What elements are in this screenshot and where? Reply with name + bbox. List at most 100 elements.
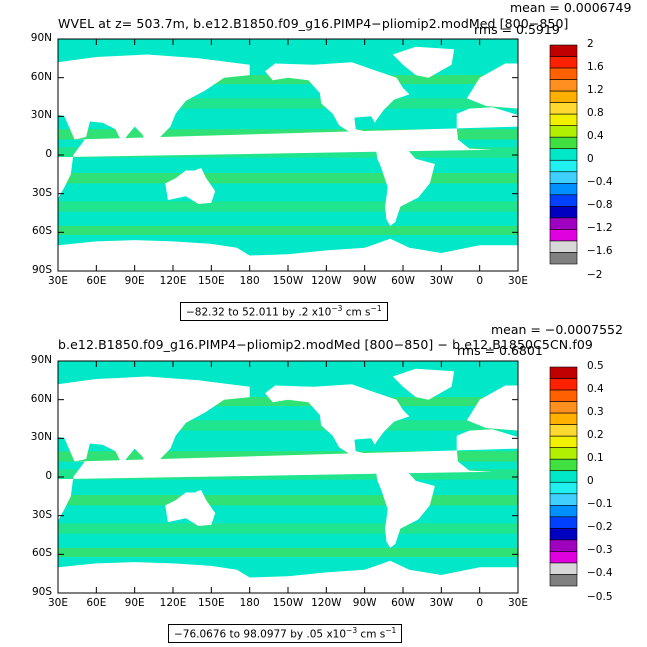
lon-label: 90E [124,275,145,287]
velocity-band [58,201,518,212]
colorbar-label: −0.4 [587,176,613,189]
colorbar-label: −2 [587,268,603,281]
lon-label: 60E [86,275,107,287]
colorbar-label: 0.4 [587,383,604,396]
lon-label: 30E [48,275,68,287]
lon-label: 120W [311,275,342,287]
contour-range-label: −82.32 to 52.011 by .2 x10−3 cm s−1 [180,302,388,321]
lon-label: 0 [476,597,483,609]
antarctica-landmass [58,238,518,271]
colorbar-swatch [549,171,578,184]
colorbar-swatch [549,389,578,402]
lon-label: 30W [429,597,454,609]
colorbar-label: 0 [587,475,594,488]
colorbar-swatch [549,470,578,483]
rms-stat: rms = 0.5919 [474,22,560,37]
lat-label: 90S [31,586,52,598]
colorbar-swatch [549,183,578,196]
colorbar-swatch [549,44,578,57]
lon-label: 0 [476,275,483,287]
colorbar-label: 2 [587,38,594,50]
panel-title: WVEL at z= 503.7m, b.e12.B1850.f09_g16.P… [58,16,569,31]
europe-landmass [466,63,518,109]
velocity-band [58,420,518,431]
greenland-landmass [392,368,455,400]
panel-title: b.e12.B1850.f09_g16.PIMP4−pliomip2.modMe… [58,337,593,352]
colorbar-label: 0.4 [587,130,604,143]
velocity-band [58,75,518,85]
colorbar-swatch [549,366,578,379]
lat-label: 60N [30,392,52,405]
colorbar-label: 0.8 [587,107,604,120]
greenland-landmass [392,46,455,78]
colorbar-swatch [549,240,578,253]
lon-label: 60W [391,275,415,287]
mean-stat: mean = 0.0006749 [510,0,632,15]
lon-label: 90E [124,597,145,609]
velocity-band [58,173,518,184]
lon-label: 150W [272,597,304,609]
map-plot [57,38,578,272]
colorbar-label: −1.6 [587,245,613,258]
lon-label: 180 [239,275,260,287]
lon-label: 120E [159,275,187,287]
africa-landmass [58,107,518,199]
colorbar-label: 0 [587,153,594,166]
panel-top: WVEL at z= 503.7m, b.e12.B1850.f09_g16.P… [0,0,647,321]
colorbar-label: −0.3 [587,544,613,557]
colorbar-label: 0.1 [587,452,604,465]
lon-label: 180 [239,597,260,609]
colorbar-swatch [549,67,578,80]
lon-label: 90W [352,597,377,609]
colorbar-swatch [549,56,578,69]
lon-label: 120W [311,597,342,609]
colorbar-swatch [549,252,578,265]
velocity-band [58,397,518,407]
lon-label: 30W [429,275,454,287]
colorbar-swatch [549,574,578,587]
lon-label: 150W [272,275,304,287]
colorbar-label: −0.1 [587,498,613,511]
colorbar-swatch [549,79,578,92]
contour-range-label: −76.0676 to 98.0977 by .05 x10−3 cm s−1 [168,624,403,643]
lon-label: 150E [197,597,225,609]
antarctica-landmass [58,560,518,593]
lon-label: 120E [159,597,187,609]
lon-label: 30E [508,597,528,609]
africa-landmass [58,429,518,521]
south-america-landmass [374,461,435,548]
colorbar-swatch [549,113,578,126]
colorbar-label: −0.5 [587,590,613,603]
colorbar-label: 0.5 [587,360,604,372]
colorbar-swatch [549,458,578,472]
north-america-landmass [265,62,410,145]
velocity-band [58,225,518,235]
asia-landmass [58,376,250,475]
panel-bottom: b.e12.B1850.f09_g16.PIMP4−pliomip2.modMe… [0,322,647,643]
lat-label: 30S [31,186,52,199]
velocity-band [58,547,518,557]
south-america-landmass [374,139,435,226]
colorbar-swatch [549,435,578,448]
colorbar-label: −0.8 [587,199,613,212]
colorbar-swatch [549,401,578,414]
lat-label: 90N [30,32,52,44]
colorbar-swatch [549,148,578,161]
colorbar-swatch [549,217,578,230]
colorbar-label: 0.2 [587,429,604,442]
colorbar-swatch [549,102,578,115]
asia-landmass [58,54,250,153]
australia-landmass [165,167,216,204]
colorbar-swatch [549,194,578,207]
colorbar-label: 0.3 [587,406,604,419]
rms-stat: rms = 0.6801 [457,343,543,358]
velocity-band [58,495,518,506]
colorbar-swatch [549,206,578,219]
lon-label: 30E [508,275,528,287]
lat-label: 0 [45,470,52,482]
lat-label: 0 [45,148,52,160]
lon-label: 30E [48,597,68,609]
lon-label: 90W [352,275,377,287]
colorbar-swatch [549,551,578,564]
colorbar-label: −0.4 [587,567,613,580]
